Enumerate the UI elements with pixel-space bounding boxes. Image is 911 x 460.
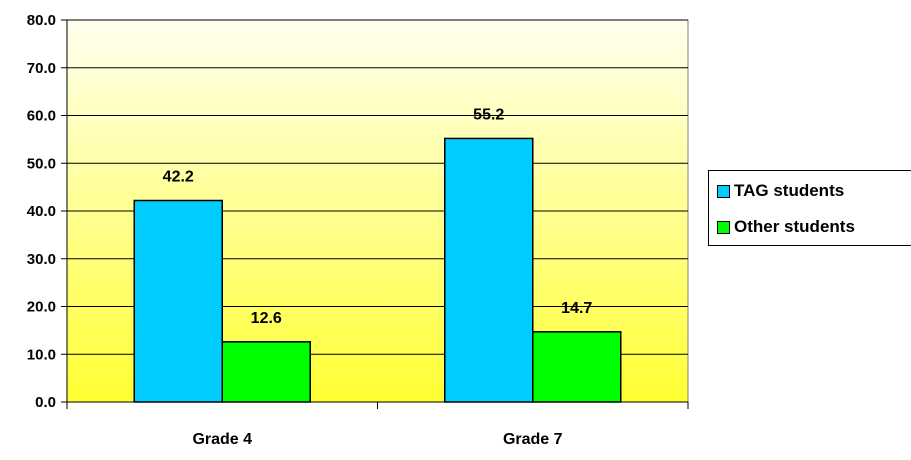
data-label: 14.7 — [561, 300, 592, 317]
bar — [221, 341, 311, 403]
legend: TAG students Other students — [708, 170, 911, 246]
data-label: 55.2 — [473, 106, 504, 123]
x-tick-label: Grade 7 — [503, 431, 563, 448]
legend-swatch-tag — [717, 184, 730, 198]
legend-label-other: Other students — [734, 217, 855, 236]
y-tick-label: 30.0 — [27, 251, 56, 268]
y-tick-label: 60.0 — [27, 108, 56, 125]
y-tick-label: 0.0 — [35, 394, 56, 411]
legend-swatch-other — [717, 220, 730, 234]
y-tick-label: 40.0 — [27, 203, 56, 220]
bar — [444, 137, 534, 403]
x-tick-label: Grade 4 — [192, 431, 252, 448]
y-tick-label: 10.0 — [27, 346, 56, 363]
y-tick-label: 50.0 — [27, 155, 56, 172]
data-label: 42.2 — [163, 168, 194, 185]
legend-item-other: Other students — [717, 216, 855, 238]
legend-label-tag: TAG students — [734, 181, 845, 200]
bar — [133, 199, 223, 403]
y-tick-label: 20.0 — [27, 299, 56, 316]
bar — [532, 331, 622, 403]
data-label: 12.6 — [251, 310, 282, 327]
y-tick-label: 70.0 — [27, 60, 56, 77]
y-tick-label: 80.0 — [27, 12, 56, 29]
legend-item-tag: TAG students — [717, 180, 844, 202]
